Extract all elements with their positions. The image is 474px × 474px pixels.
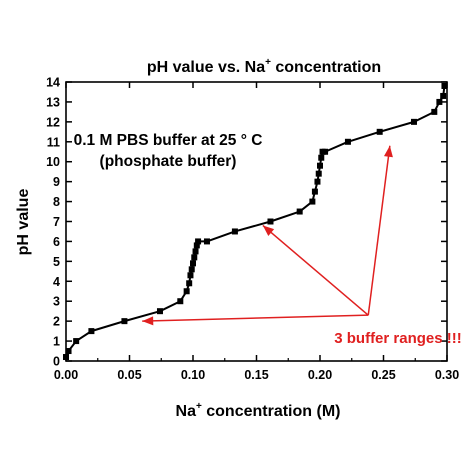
- x-tick-label: 0.25: [371, 368, 395, 382]
- data-point: [309, 198, 316, 205]
- callout-arrowhead: [383, 145, 393, 158]
- x-tick-label: 0.15: [244, 368, 268, 382]
- y-tick-label: 7: [53, 215, 60, 229]
- data-point: [192, 248, 199, 255]
- data-point: [231, 228, 238, 235]
- chart-title: pH value vs. Na+ concentration: [147, 57, 381, 76]
- data-point: [315, 170, 322, 177]
- chart-annotation: 0.1 M PBS buffer at 25 ° C (phosphate bu…: [74, 132, 263, 170]
- y-tick-label: 9: [53, 175, 60, 189]
- annotation-line-2: (phosphate buffer): [100, 153, 237, 170]
- callout-arrowhead: [142, 316, 154, 326]
- callout-label: 3 buffer ranges !!!: [334, 330, 462, 347]
- data-point: [203, 238, 210, 245]
- x-tick-label: 0.10: [181, 368, 205, 382]
- data-point: [191, 254, 198, 261]
- y-tick-label: 13: [46, 95, 60, 109]
- y-tick-label: 4: [53, 275, 60, 289]
- data-point: [88, 328, 95, 335]
- data-point: [65, 348, 72, 355]
- x-tick-label: 0.20: [308, 368, 332, 382]
- y-tick-label: 5: [53, 255, 60, 269]
- data-point: [186, 280, 193, 287]
- y-tick-label: 12: [46, 115, 60, 129]
- x-tick-label: 0.05: [117, 368, 141, 382]
- y-tick-label: 11: [47, 135, 60, 149]
- callout-arrow: [367, 145, 391, 316]
- x-axis-label: Na+ concentration (M): [176, 401, 341, 420]
- data-point: [187, 272, 194, 279]
- annotation-line-1: 0.1 M PBS buffer at 25 ° C: [74, 132, 263, 149]
- data-point: [177, 298, 184, 305]
- y-tick-label: 6: [53, 235, 60, 249]
- data-point: [311, 188, 318, 195]
- y-tick-label: 3: [53, 295, 60, 309]
- data-point: [183, 288, 190, 295]
- x-tick-label: 0.00: [54, 368, 78, 382]
- y-tick-label: 2: [53, 315, 60, 329]
- data-point: [410, 118, 417, 125]
- data-point: [317, 162, 323, 169]
- callout-arrowhead: [262, 225, 275, 237]
- data-point: [195, 238, 202, 245]
- data-point: [193, 242, 200, 249]
- y-tick-label: 8: [53, 195, 60, 209]
- y-tick-label: 0: [53, 355, 60, 369]
- data-point: [431, 108, 438, 115]
- data-point: [436, 98, 443, 105]
- series-line: [65, 85, 446, 358]
- data-point: [73, 338, 80, 345]
- data-point: [441, 82, 448, 89]
- data-point: [267, 218, 274, 225]
- callout-arrow: [262, 224, 369, 316]
- data-point: [322, 148, 329, 155]
- data-point: [344, 138, 351, 145]
- data-point: [296, 208, 303, 215]
- data-point: [440, 92, 447, 99]
- data-point: [188, 266, 195, 273]
- x-tick-label: 0.30: [435, 368, 459, 382]
- y-tick-label: 1: [53, 335, 60, 349]
- y-axis-label: pH value: [15, 189, 32, 256]
- y-tick-label: 10: [46, 155, 60, 169]
- data-point: [376, 128, 383, 135]
- data-point: [121, 318, 128, 325]
- data-point: [63, 354, 69, 361]
- data-point: [314, 178, 321, 185]
- data-point: [190, 260, 196, 267]
- data-point: [156, 308, 163, 315]
- callout-arrow: [142, 314, 369, 322]
- y-tick-label: 14: [46, 76, 60, 90]
- data-point: [318, 154, 325, 161]
